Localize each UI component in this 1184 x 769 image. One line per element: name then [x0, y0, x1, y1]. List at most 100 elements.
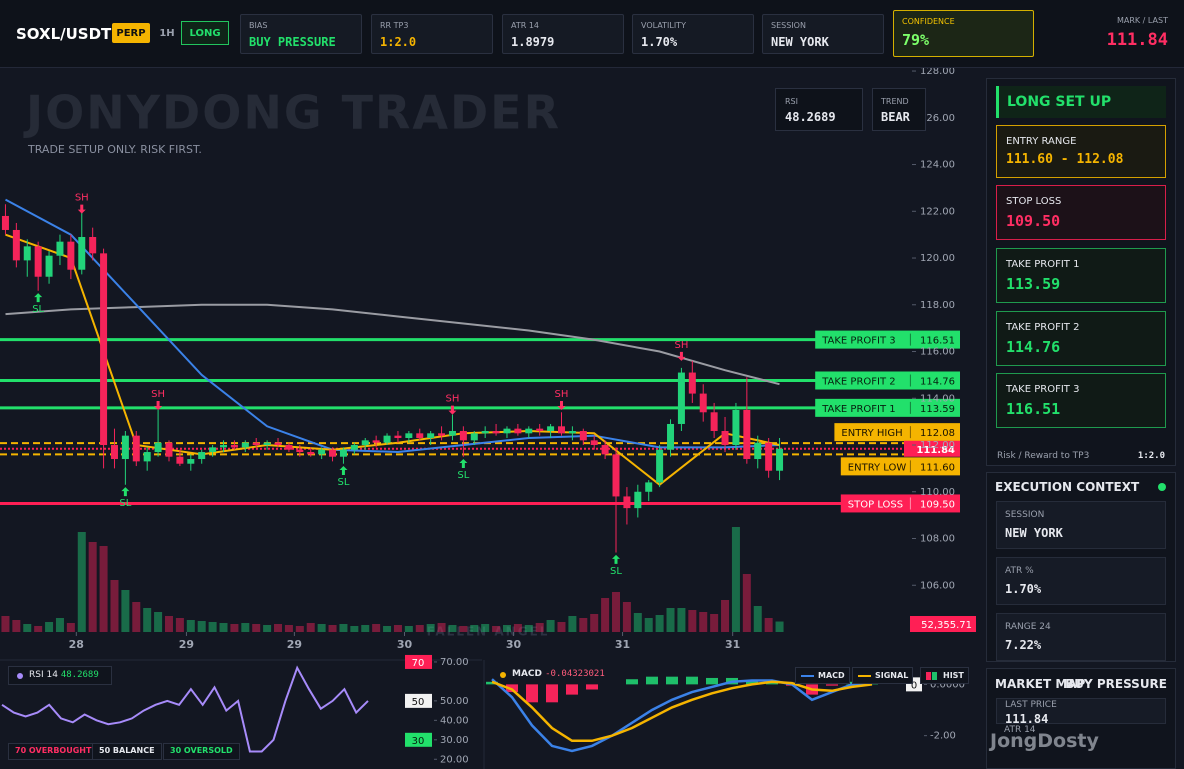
volume-bar [415, 625, 424, 632]
candle-body [209, 447, 217, 453]
candle-body [318, 449, 326, 455]
stat-card: ATR 14 1.8979 [502, 14, 624, 54]
level-label: 70 [412, 658, 425, 669]
x-tick-label: 29 [287, 638, 302, 651]
candle-body [198, 452, 206, 460]
candle-body [699, 393, 707, 413]
candle-body [1, 215, 9, 230]
histogram-bar [626, 679, 638, 685]
level-label: 50 [412, 697, 425, 708]
candle-body [568, 430, 576, 434]
candle-body [339, 449, 347, 457]
volume-bar [263, 625, 272, 632]
volume-bar [88, 542, 97, 632]
legend-item: SIGNAL [852, 667, 914, 684]
candle-body [776, 448, 784, 471]
candle-body [405, 433, 413, 439]
candle-body [601, 445, 609, 455]
candle-body [67, 241, 75, 270]
value: NEW YORK [1005, 526, 1063, 540]
value: 48.2689 [785, 110, 836, 124]
histogram-bar [526, 684, 538, 703]
candle-body [416, 433, 424, 439]
candle-body [481, 430, 489, 434]
candle-body [514, 428, 522, 434]
candle-body [45, 255, 53, 277]
value: NEW YORK [771, 35, 829, 49]
candle-body [743, 409, 751, 460]
y-tick-label: 122.00 [920, 206, 955, 217]
candle-body [230, 445, 238, 448]
label: TREND [881, 97, 909, 106]
candle-body [110, 445, 118, 460]
signal-arrow [459, 459, 468, 469]
value: 116.51 [1006, 400, 1061, 418]
candle-body [710, 412, 718, 431]
legend-label: HIST [943, 671, 964, 680]
volume-bar [77, 532, 86, 632]
setup-card: TAKE PROFIT 3 116.51 [996, 373, 1166, 428]
level-value: 112.08 [920, 428, 955, 439]
candle-body [492, 430, 500, 434]
candle-body [547, 426, 555, 431]
label: LAST PRICE [1005, 700, 1057, 710]
y-tick-label: 112.00 [920, 440, 955, 451]
legend-item: HIST [920, 667, 969, 684]
volume-bar [197, 621, 206, 632]
candle-body [688, 372, 696, 394]
volume-bar [284, 625, 293, 632]
volume-bar [1, 616, 10, 632]
volume-bar [339, 624, 348, 632]
volume-bar [306, 623, 315, 632]
badge[interactable]: 1H [159, 27, 175, 39]
value: BUY PRESSURE [249, 35, 336, 49]
signal-label: SH [446, 394, 460, 405]
volume-bar [481, 624, 490, 632]
candle-body [121, 435, 129, 460]
value: 79% [902, 31, 930, 49]
candle-body [427, 433, 435, 439]
candle-body [307, 452, 315, 455]
volume-bar [655, 615, 664, 632]
volume-bar [121, 590, 130, 632]
volume-bar [404, 626, 413, 632]
signal-label: SH [674, 340, 688, 351]
candle-body [448, 430, 456, 436]
volume-bar [601, 598, 610, 632]
volume-bar [317, 624, 326, 632]
value: -0.04323021 [545, 669, 605, 679]
footer-value: 1:2.0 [1137, 451, 1165, 461]
y-tick-label: 108.00 [920, 534, 955, 545]
candle-body [721, 430, 729, 446]
histogram-bar [586, 684, 598, 690]
legend-item: 30 OVERSOLD [163, 743, 240, 760]
level-tag [405, 732, 432, 747]
candle-body [579, 430, 587, 441]
histogram-bar [666, 676, 678, 685]
label: RR TP3 [380, 21, 409, 30]
signal-label: SH [75, 193, 89, 204]
volume-bar [568, 616, 577, 632]
setup-card: ENTRY RANGE 111.60 - 112.08 [996, 125, 1166, 178]
y-tick-label: 114.00 [920, 393, 955, 404]
level-value: 111.60 [920, 462, 955, 473]
y-tick-label: 70.00 [440, 657, 469, 668]
candle-body [187, 459, 195, 464]
title: MACD [512, 669, 542, 679]
stat-card: BIAS BUY PRESSURE [240, 14, 362, 54]
level-tag [405, 654, 432, 669]
macd-line [491, 680, 873, 743]
candle-body [263, 442, 271, 446]
y-tick-label: 116.00 [920, 347, 955, 358]
label: CONFIDENCE [902, 17, 955, 26]
indicator-box: RSI 48.2689 [775, 88, 863, 131]
level-name: TAKE PROFIT 2 [821, 377, 895, 388]
stat-card: VOLATILITY 1.70% [632, 14, 754, 54]
volume-bar [383, 626, 392, 632]
candle-body [623, 496, 631, 509]
symbol[interactable]: SOXL/USDT [16, 25, 112, 43]
x-tick-label: 28 [69, 638, 84, 651]
volume-bar [230, 624, 239, 632]
level-name: ENTRY HIGH [841, 428, 902, 439]
stat-card: RR TP3 1:2.0 [371, 14, 493, 54]
